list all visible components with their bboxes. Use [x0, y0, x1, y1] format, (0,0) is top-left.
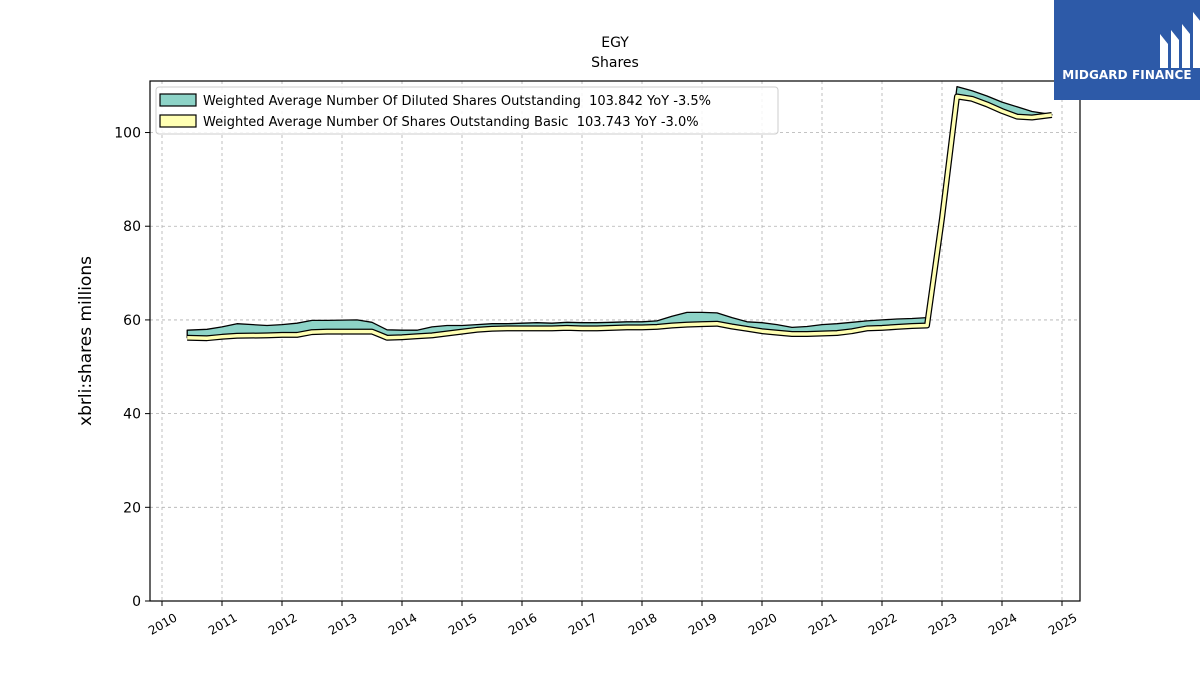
y-tick-label: 20 — [123, 500, 141, 516]
x-tick-label: 2016 — [506, 610, 539, 637]
midgard-finance-logo: MIDGARD FINANCE — [1054, 0, 1200, 100]
legend-swatch-basic — [159, 114, 197, 128]
legend-box — [155, 86, 779, 135]
legend-label-basic: Weighted Average Number Of Shares Outsta… — [203, 115, 699, 130]
x-tick-label: 2010 — [146, 610, 179, 637]
series-areas — [186, 85, 1053, 342]
grid — [150, 81, 1080, 602]
x-tick-label: 2012 — [266, 610, 299, 637]
logo-mark-icon — [1160, 12, 1200, 68]
x-tick-label: 2015 — [446, 610, 479, 637]
y-axis-label: xbrli:shares millions — [76, 256, 96, 426]
y-axis-ticks: 0 20 40 60 80 100 — [114, 126, 150, 610]
x-tick-label: 2017 — [566, 610, 599, 637]
x-tick-label: 2021 — [806, 610, 839, 637]
y-tick-label: 100 — [114, 126, 141, 142]
y-tick-label: 60 — [123, 313, 141, 329]
chart-title: EGY — [601, 35, 629, 51]
chart-subtitle: Shares — [591, 55, 639, 71]
x-tick-label: 2025 — [1046, 610, 1079, 637]
series-basic-line — [187, 94, 1053, 340]
plot-frame — [149, 80, 1081, 602]
x-tick-label: 2020 — [746, 610, 779, 637]
x-tick-label: 2014 — [386, 610, 419, 637]
legend-label-diluted: Weighted Average Number Of Diluted Share… — [203, 94, 711, 109]
legend-swatch-diluted — [159, 93, 197, 107]
y-tick-label: 40 — [123, 407, 141, 423]
x-tick-label: 2024 — [986, 610, 1019, 637]
y-tick-label: 0 — [132, 594, 141, 610]
x-tick-label: 2013 — [326, 610, 359, 637]
x-tick-label: 2022 — [866, 610, 899, 637]
logo-text: MIDGARD FINANCE — [1062, 68, 1192, 82]
x-tick-label: 2018 — [626, 610, 659, 637]
x-tick-label: 2011 — [206, 610, 239, 637]
y-tick-label: 80 — [123, 219, 141, 235]
legend: Weighted Average Number Of Diluted Share… — [155, 86, 779, 135]
x-tick-label: 2023 — [926, 610, 959, 637]
x-axis-ticks: 2010 2011 2012 2013 2014 2015 2016 2017 2018 2019… — [146, 601, 1080, 638]
x-tick-label: 2019 — [686, 610, 719, 637]
